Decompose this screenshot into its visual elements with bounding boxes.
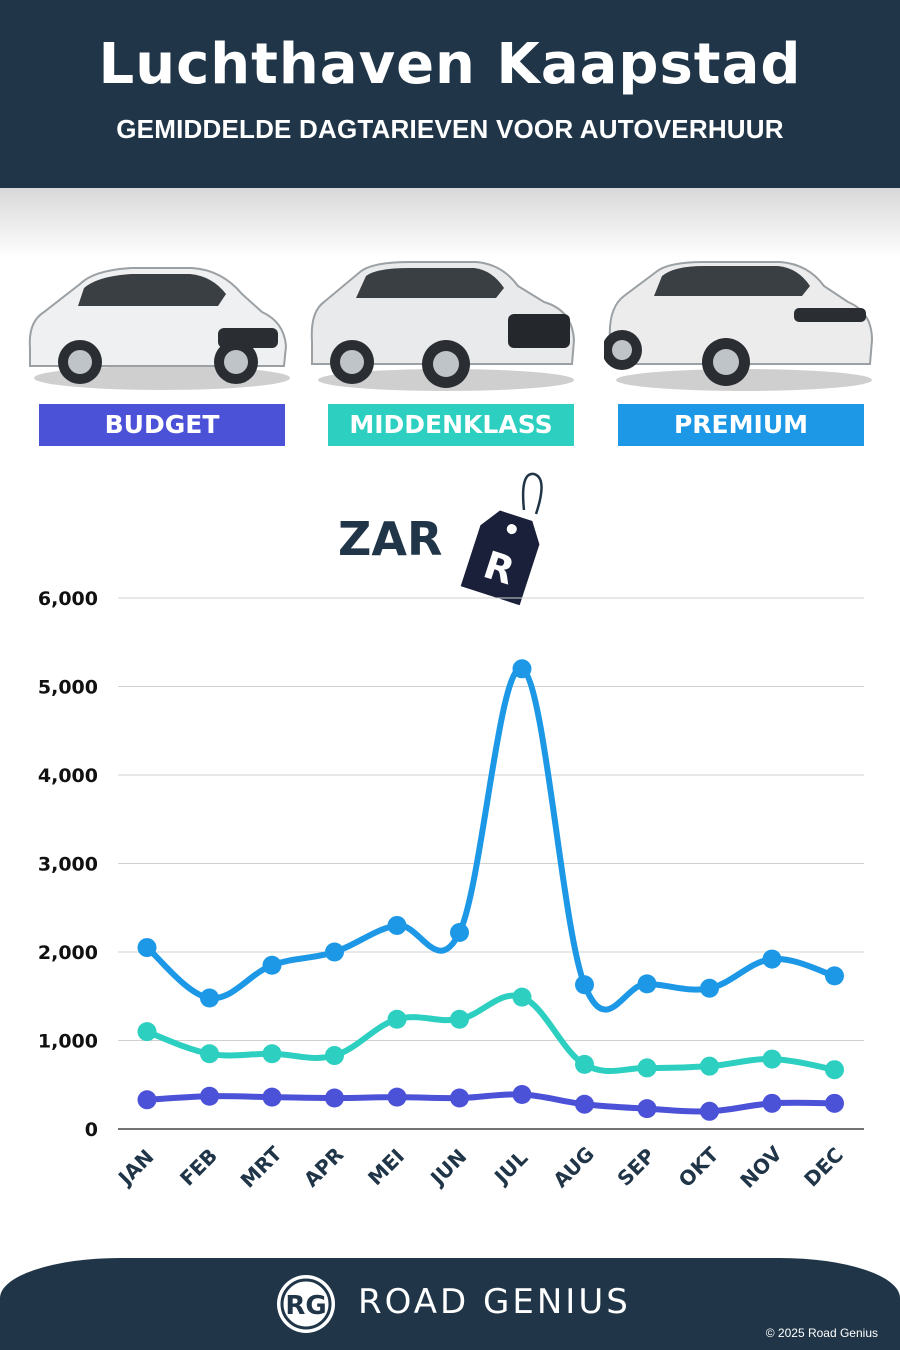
point-middenklass: [575, 1054, 594, 1074]
point-budget: [512, 1084, 532, 1104]
point-budget: [637, 1099, 657, 1119]
page-subtitle: GEMIDDELDE DAGTARIEVEN VOOR AUTOVERHUUR: [116, 114, 784, 144]
x-tick-label: MRT: [236, 1141, 287, 1192]
header-banner: Luchthaven Kaapstad GEMIDDELDE DAGTARIEV…: [0, 0, 900, 188]
price-tag-icon: R: [460, 472, 543, 606]
badge-premium: PREMIUM: [618, 404, 864, 446]
y-tick-label: 2,000: [38, 942, 98, 964]
road-genius-logo: RG: [277, 1275, 335, 1333]
point-premium: [325, 942, 344, 962]
point-middenklass: [762, 1049, 782, 1069]
point-premium: [825, 966, 844, 986]
premium-car-image: [604, 261, 874, 391]
y-tick-label: 6,000: [38, 588, 98, 610]
point-premium: [700, 978, 719, 998]
point-premium: [450, 923, 469, 943]
point-premium: [575, 975, 594, 995]
y-tick-label: 0: [85, 1119, 98, 1141]
point-budget: [387, 1087, 407, 1107]
x-tick-label: DEC: [799, 1143, 848, 1192]
page-title: Luchthaven Kaapstad: [98, 32, 802, 97]
point-premium: [762, 949, 782, 969]
point-middenklass: [387, 1009, 407, 1029]
point-premium: [637, 974, 657, 994]
point-budget: [825, 1093, 844, 1113]
point-premium: [387, 915, 407, 935]
point-budget: [575, 1094, 594, 1114]
series-line-middenklass: [144, 992, 838, 1075]
point-budget: [450, 1088, 469, 1108]
point-budget: [262, 1087, 282, 1107]
point-middenklass: [700, 1056, 719, 1076]
point-middenklass: [200, 1044, 219, 1064]
point-budget: [762, 1093, 782, 1113]
y-tick-label: 3,000: [38, 854, 98, 876]
point-premium: [200, 988, 219, 1008]
x-tick-label: JUL: [488, 1146, 532, 1190]
point-middenklass: [637, 1058, 657, 1078]
point-middenklass: [825, 1060, 844, 1080]
x-tick-label: JAN: [112, 1145, 158, 1191]
x-tick-label: APR: [299, 1142, 348, 1191]
point-budget: [200, 1086, 219, 1106]
currency-label: ZAR: [338, 512, 443, 566]
x-tick-label: AUG: [548, 1142, 599, 1193]
point-middenklass: [137, 1022, 157, 1042]
midsize-car-image: [310, 261, 576, 391]
point-premium: [512, 659, 532, 679]
point-budget: [325, 1088, 344, 1108]
y-tick-label: 1,000: [38, 1031, 98, 1053]
series-line-budget: [144, 1091, 838, 1115]
point-premium: [262, 955, 282, 975]
point-middenklass: [262, 1044, 282, 1064]
x-tick-label: MEI: [363, 1144, 409, 1190]
point-premium: [137, 938, 157, 958]
series-line-premium: [144, 665, 838, 1013]
x-tick-label: OKT: [674, 1142, 724, 1192]
point-middenklass: [512, 987, 532, 1007]
footer: [0, 1258, 900, 1350]
copyright: © 2025 Road Genius: [765, 1326, 878, 1340]
badge-budget: BUDGET: [39, 404, 285, 446]
point-budget: [700, 1101, 719, 1121]
point-budget: [137, 1090, 157, 1110]
x-tick-label: SEP: [612, 1143, 659, 1190]
badge-midsize: MIDDENKLASS: [328, 404, 574, 446]
logo-text: RG: [285, 1291, 326, 1321]
y-tick-label: 4,000: [38, 765, 98, 787]
y-tick-label: 5,000: [38, 677, 98, 699]
x-tick-label: FEB: [175, 1144, 222, 1191]
point-middenklass: [450, 1009, 469, 1029]
point-middenklass: [325, 1046, 344, 1066]
rates-line-chart: 0 1,000 2,000 3,000 4,000 5,000 6,000 JAN FEB MRT…: [38, 588, 864, 1193]
x-tick-label: NOV: [735, 1141, 787, 1193]
brand-name: ROAD GENIUS: [358, 1282, 631, 1322]
x-tick-label: JUN: [424, 1144, 471, 1191]
budget-car-image: [28, 267, 290, 390]
header-shadow: [0, 188, 900, 258]
